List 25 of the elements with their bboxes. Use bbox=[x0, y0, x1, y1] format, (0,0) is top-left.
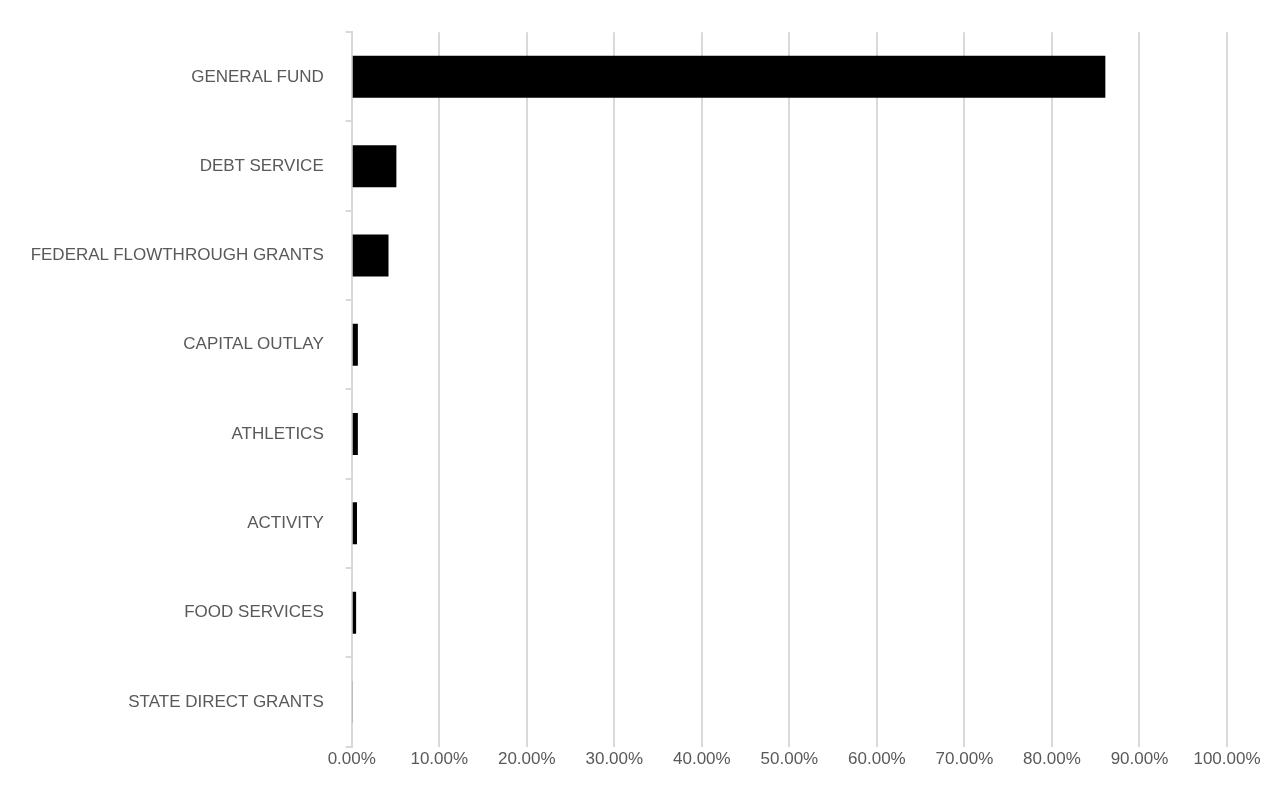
y-tick-label: CAPITAL OUTLAY bbox=[183, 334, 324, 354]
y-tick-label: FOOD SERVICES bbox=[184, 602, 324, 622]
x-tick-label: 100.00% bbox=[1193, 749, 1261, 769]
bar bbox=[352, 413, 358, 456]
bar bbox=[352, 145, 397, 188]
y-tick-label: DEBT SERVICE bbox=[199, 155, 324, 175]
x-tick-label: 70.00% bbox=[935, 749, 994, 769]
bar bbox=[352, 55, 1106, 98]
bar bbox=[352, 323, 358, 366]
x-tick-label: 80.00% bbox=[1023, 749, 1081, 769]
bar bbox=[352, 502, 357, 545]
x-tick-label: 90.00% bbox=[1110, 749, 1169, 769]
x-tick-label: 20.00% bbox=[497, 749, 556, 769]
y-tick-label: ATHLETICS bbox=[231, 423, 324, 443]
x-tick-label: 10.00% bbox=[410, 749, 469, 769]
y-tick-label: FEDERAL FLOWTHROUGH GRANTS bbox=[30, 245, 324, 265]
x-tick-label: 30.00% bbox=[585, 749, 644, 769]
x-tick-label: 0.00% bbox=[327, 749, 376, 769]
bar bbox=[352, 234, 389, 277]
x-tick-label: 60.00% bbox=[848, 749, 906, 769]
y-tick-label: GENERAL FUND bbox=[191, 66, 324, 86]
y-tick-label: STATE DIRECT GRANTS bbox=[128, 691, 324, 711]
x-tick-label: 40.00% bbox=[673, 749, 731, 769]
x-tick-label: 50.00% bbox=[760, 749, 819, 769]
y-tick-label: ACTIVITY bbox=[247, 513, 324, 533]
